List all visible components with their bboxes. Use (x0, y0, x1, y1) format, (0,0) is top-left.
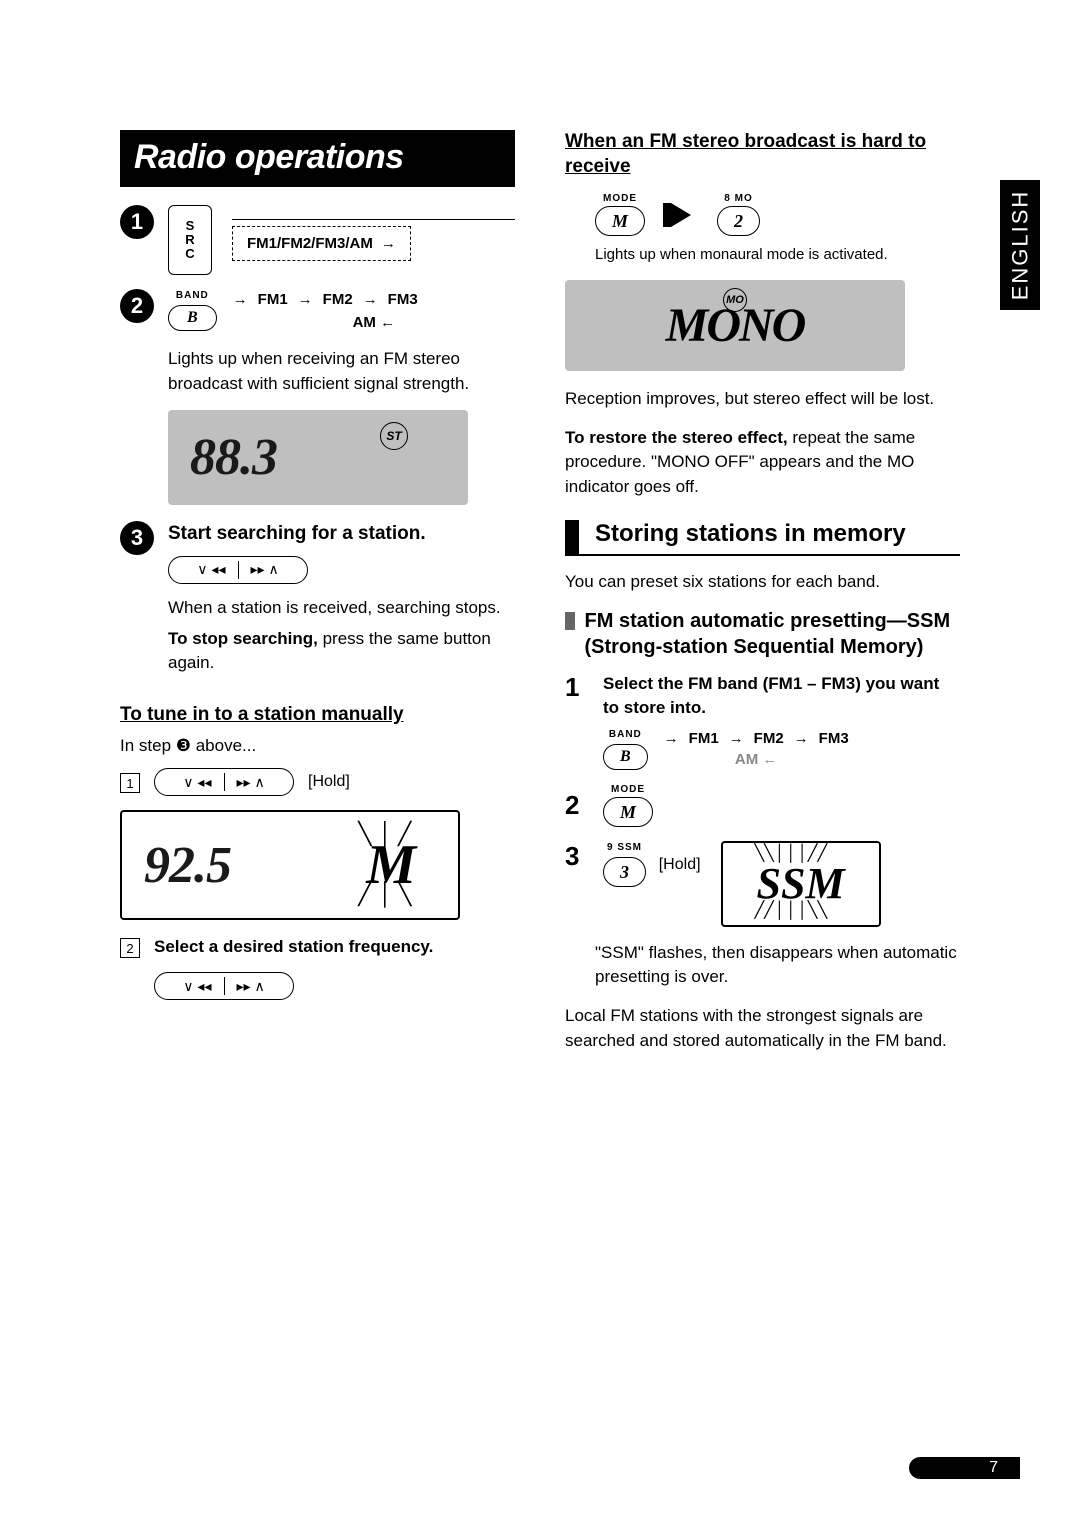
am-b: AM (735, 751, 758, 768)
manual-step-1: 1 ∨ ◂◂ ▸▸ ∧ [Hold] (120, 768, 515, 796)
ssm-btn-label: 9 SSM (603, 841, 646, 855)
box-num-2: 2 (120, 938, 140, 958)
src-s: S (186, 219, 195, 233)
fm1-b: FM1 (689, 728, 719, 749)
left-column: Radio operations 1 S R C FM1/FM2/FM3/AM … (120, 130, 515, 1067)
step3-body: When a station is received, searching st… (168, 596, 515, 621)
fm3: FM3 (388, 289, 418, 310)
fm3-b: FM3 (819, 728, 849, 749)
freq-2: 92.5 (144, 836, 231, 895)
page-number: 7 (909, 1457, 1020, 1479)
manual-heading: To tune in to a station manually (120, 704, 515, 726)
arrow-left-icon: ← (380, 314, 395, 331)
band-button-stack: BAND B (168, 289, 217, 331)
mode-mo-row: MODE M 8 MO 2 (595, 193, 960, 236)
manual-step2-label: Select a desired station frequency. (154, 937, 433, 957)
lcd-mono: MO MONO (565, 280, 905, 371)
ssm-button: 3 (603, 857, 646, 887)
step-3: 3 Start searching for a station. ∨ ◂◂ ▸▸… (120, 521, 515, 690)
m-flash: ╲ │ ╱ M ╱ │ ╲ (346, 833, 436, 897)
band-label: BAND (168, 289, 217, 303)
page-content: Radio operations 1 S R C FM1/FM2/FM3/AM … (120, 130, 960, 1067)
ssm-step-1: 1 Select the FM band (FM1 – FM3) you wan… (565, 672, 960, 770)
ssm-tail: Local FM stations with the strongest sig… (565, 1004, 960, 1053)
right-column: When an FM stereo broadcast is hard to r… (565, 130, 960, 1067)
seek-up-icon: ▸▸ ∧ (251, 560, 279, 580)
mode-label: MODE (595, 193, 645, 204)
step-2: 2 BAND B → FM1→ FM2→ FM3 AM ← (120, 289, 515, 333)
stop-bold: To stop searching, (168, 629, 318, 648)
src-button: S R C (168, 205, 212, 275)
hold-label: [Hold] (308, 773, 350, 791)
hold-2: [Hold] (659, 856, 701, 873)
band-button: B (168, 305, 217, 331)
freq-1: 88.3 (190, 428, 277, 487)
fm2-b: FM2 (754, 728, 784, 749)
ssm-step-3: 3 9 SSM 3 [Hold] ╲╲│││╱╱ SSM ╱╱│││╲╲ (565, 841, 960, 927)
mono-note: Lights up when monaural mode is activate… (595, 244, 960, 266)
mode-button: M (595, 206, 645, 236)
num-3: 3 (565, 841, 589, 872)
src-r: R (185, 233, 194, 247)
storing-section-bar: Storing stations in memory (565, 520, 960, 556)
step-circle-2: 2 (120, 289, 154, 323)
num-1: 1 (565, 672, 589, 703)
seek-down-icon: ∨ ◂◂ (183, 774, 211, 791)
ssm-step-2: 2 MODE M (565, 784, 960, 827)
st-note: Lights up when receiving an FM stereo br… (168, 347, 515, 396)
lcd-display-1: 88.3 ST (168, 410, 468, 505)
ssm-subhead-row: FM station automatic presetting—SSM (Str… (565, 608, 960, 660)
big-arrow-icon (671, 203, 691, 227)
num-2: 2 (565, 790, 589, 821)
step-circle-3: 3 (120, 521, 154, 555)
mo-button: 2 (717, 206, 760, 236)
storing-lead: You can preset six stations for each ban… (565, 570, 960, 595)
lcd-display-2: 92.5 ╲ │ ╱ M ╱ │ ╲ (120, 810, 460, 920)
page-title: Radio operations (120, 130, 515, 187)
language-label: ENGLISH (1007, 190, 1033, 301)
box-num-1: 1 (120, 773, 140, 793)
src-c: C (185, 247, 194, 261)
square-bullet-icon (565, 612, 575, 630)
band-cycle-box: FM1/FM2/FM3/AM → (232, 226, 411, 261)
restore-bold: To restore the stereo effect, (565, 428, 788, 447)
seek-down-icon: ∨ ◂◂ (197, 560, 225, 580)
band-cycle-text: FM1/FM2/FM3/AM (247, 233, 373, 254)
seek-button-3: ∨ ◂◂ ▸▸ ∧ (154, 972, 294, 1000)
seek-down-icon: ∨ ◂◂ (183, 978, 211, 995)
step-1: 1 S R C FM1/FM2/FM3/AM → (120, 205, 515, 275)
ssm-note: "SSM" flashes, then disappears when auto… (595, 941, 960, 990)
mode-button-2: M (603, 797, 653, 827)
ssm-display: ╲╲│││╱╱ SSM ╱╱│││╲╲ (721, 841, 881, 927)
arrow-left-icon: ← (762, 751, 777, 768)
mode-label-2: MODE (603, 784, 653, 795)
band-button-2: B (603, 744, 648, 770)
st-indicator: ST (380, 422, 408, 450)
mo-label: 8 MO (717, 193, 760, 204)
band-label-2: BAND (603, 728, 648, 742)
fm2: FM2 (323, 289, 353, 310)
language-tab: ENGLISH (1000, 180, 1040, 310)
seek-up-icon: ▸▸ ∧ (237, 774, 265, 791)
manual-lead: In step ❸ above... (120, 734, 515, 759)
seek-up-icon: ▸▸ ∧ (237, 978, 265, 995)
manual-step-2: 2 Select a desired station frequency. (120, 936, 515, 958)
ssm-subhead: FM station automatic presetting—SSM (Str… (585, 608, 960, 660)
step3-heading: Start searching for a station. (168, 521, 515, 548)
arrow-right-icon: → (381, 233, 396, 254)
ssm-step1-text: Select the FM band (FM1 – FM3) you want … (603, 672, 960, 720)
am: AM (353, 314, 376, 331)
mo-tag: MO (723, 288, 747, 312)
fm1: FM1 (258, 289, 288, 310)
seek-button: ∨ ◂◂ ▸▸ ∧ (168, 556, 308, 584)
hard-receive-heading: When an FM stereo broadcast is hard to r… (565, 130, 960, 179)
seek-button-2: ∨ ◂◂ ▸▸ ∧ (154, 768, 294, 796)
arrow-icon: → (233, 289, 248, 310)
step-circle-1: 1 (120, 205, 154, 239)
storing-heading: Storing stations in memory (579, 520, 960, 556)
mono-after: Reception improves, but stereo effect wi… (565, 387, 960, 412)
